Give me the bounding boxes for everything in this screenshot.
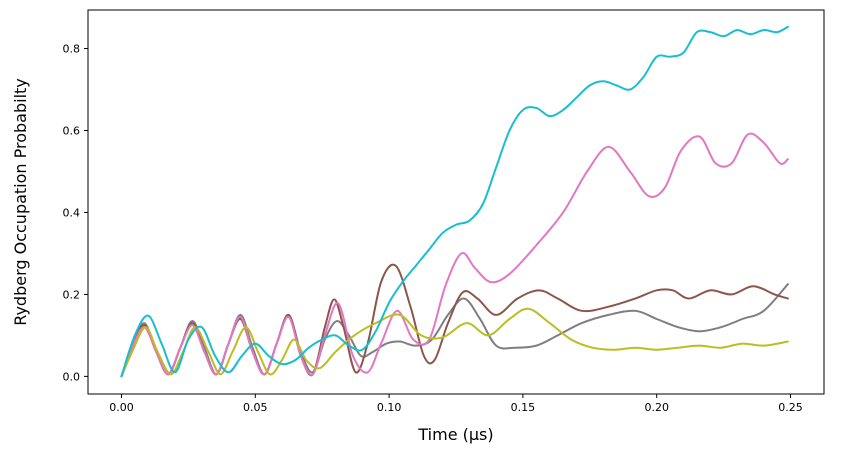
plot-frame xyxy=(87,9,825,395)
y-tick-label: 0.0 xyxy=(63,370,81,383)
y-tick-label: 0.6 xyxy=(63,124,81,137)
y-axis: 0.0 0.2 0.4 0.6 0.8 xyxy=(63,43,88,383)
series-line-3 xyxy=(120,132,789,378)
x-tick-label: 0.05 xyxy=(243,401,268,414)
x-tick-label: 0.20 xyxy=(644,401,669,414)
series-line-5 xyxy=(120,25,789,378)
y-tick-label: 0.2 xyxy=(63,288,81,301)
y-tick-label: 0.8 xyxy=(63,43,81,56)
series-line-4 xyxy=(120,307,789,378)
series-line-2 xyxy=(120,263,789,378)
y-axis-label: Rydberg Occupation Probabilty xyxy=(11,78,30,326)
x-axis-label: Time (µs) xyxy=(417,425,493,444)
series-line-1 xyxy=(120,283,789,378)
y-tick-label: 0.4 xyxy=(63,206,81,219)
x-axis: 0.00 0.05 0.10 0.15 0.20 0.25 xyxy=(109,394,803,414)
series-layer xyxy=(120,25,789,378)
x-tick-label: 0.25 xyxy=(778,401,803,414)
x-tick-label: 0.00 xyxy=(109,401,134,414)
x-tick-label: 0.15 xyxy=(511,401,536,414)
x-tick-label: 0.10 xyxy=(377,401,402,414)
